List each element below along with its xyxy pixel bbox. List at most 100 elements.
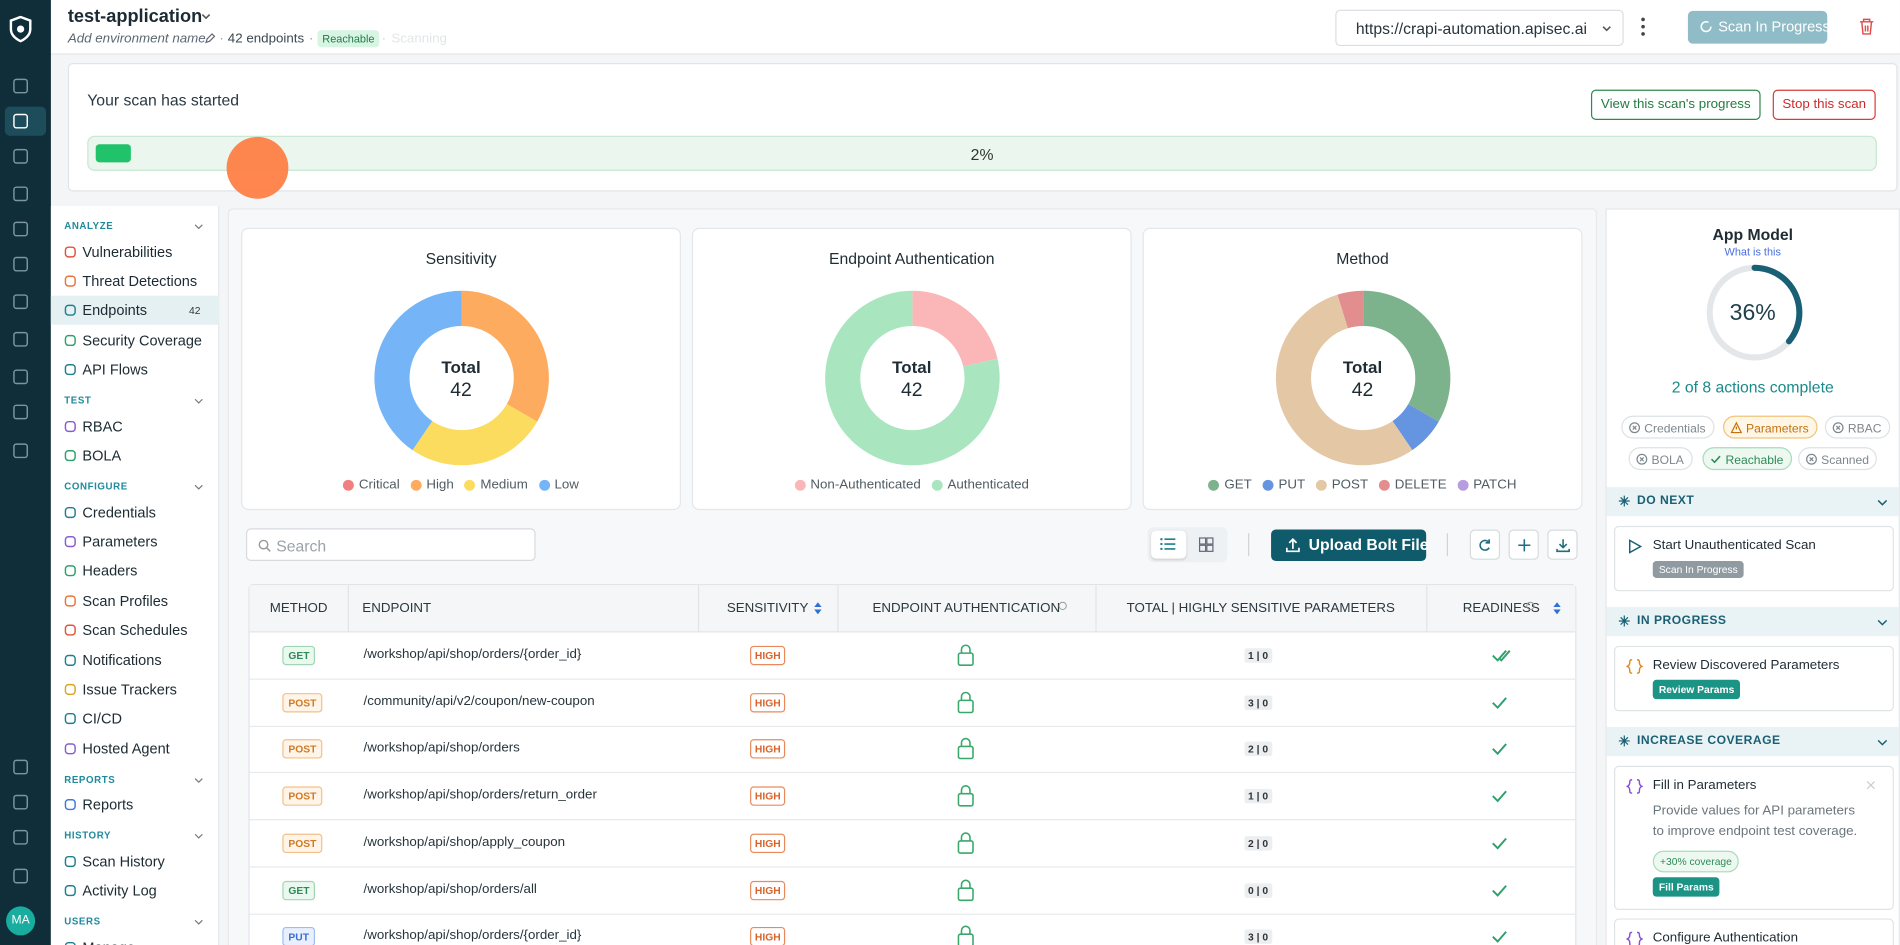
nav-item[interactable]: Reports bbox=[82, 796, 134, 814]
nav-item[interactable]: Vulnerabilities bbox=[82, 242, 173, 260]
icon bbox=[13, 868, 28, 884]
x bbox=[1632, 425, 1637, 430]
action-card[interactable]: Fill in Parameters Provide values for API… bbox=[1613, 765, 1894, 910]
chart-card: Sensitivity Total 42 Critical High Medium Low bbox=[241, 227, 681, 511]
icon bbox=[64, 799, 76, 811]
card-button[interactable]: Review Params bbox=[1652, 679, 1741, 700]
nav-item[interactable]: Threat Detections bbox=[82, 272, 198, 290]
endpoint-path[interactable]: /workshop/api/shop/orders/return_order bbox=[363, 787, 597, 803]
column-header[interactable]: SENSITIVITY bbox=[726, 601, 809, 616]
legend-swatch bbox=[464, 479, 476, 491]
download-button[interactable] bbox=[1547, 529, 1578, 560]
chip-label: Reachable bbox=[1725, 454, 1784, 468]
section-title[interactable]: DO NEXT bbox=[1637, 494, 1695, 508]
upload-button[interactable]: Upload Bolt File bbox=[1271, 529, 1429, 562]
collapse-icon bbox=[1877, 499, 1888, 506]
nav-item[interactable]: Endpoints bbox=[82, 302, 148, 320]
icon bbox=[64, 595, 76, 607]
divider bbox=[1248, 533, 1250, 557]
spinner bbox=[1700, 21, 1712, 33]
card-tag: +30% coverage bbox=[1652, 850, 1740, 873]
nav-item[interactable]: CI/CD bbox=[82, 710, 122, 728]
column-header[interactable]: ENDPOINT AUTHENTICATION bbox=[872, 601, 1061, 616]
nav-item[interactable]: Hosted Agent bbox=[82, 739, 170, 757]
action-card[interactable]: Start Unauthenticated Scan Scan In Progre… bbox=[1613, 525, 1894, 592]
nav-item[interactable]: Activity Log bbox=[82, 882, 157, 900]
nav-item[interactable]: BOLA bbox=[82, 447, 122, 465]
center-total: 42 bbox=[1351, 380, 1374, 402]
chip-icon bbox=[1730, 421, 1743, 434]
nav-item[interactable]: Manage bbox=[82, 939, 135, 945]
item-icon bbox=[64, 535, 76, 548]
scan-button[interactable]: Scan In Progress bbox=[1687, 10, 1830, 44]
env-name[interactable]: Add environment name bbox=[67, 31, 206, 47]
url-select[interactable]: https://crapi-automation.apisec.ai bbox=[1335, 9, 1624, 47]
lock-icon bbox=[957, 691, 974, 713]
gauge-label: 36% bbox=[1729, 300, 1776, 326]
card-title: Configure Authentication bbox=[1652, 930, 1799, 945]
column-header[interactable]: READINESS bbox=[1462, 601, 1540, 616]
icon bbox=[64, 535, 76, 548]
donut-segment bbox=[374, 290, 462, 451]
column-header[interactable]: ENDPOINT bbox=[362, 601, 432, 616]
column-header[interactable]: TOTAL | HIGHLY SENSITIVE PARAMETERS bbox=[1126, 601, 1395, 616]
nav-item[interactable]: Parameters bbox=[82, 533, 158, 550]
rail-icon bbox=[13, 369, 28, 385]
nav-item[interactable]: Headers bbox=[82, 562, 138, 580]
section-title: REPORTS bbox=[64, 773, 116, 785]
icon bbox=[13, 78, 28, 94]
endpoint-path[interactable]: /workshop/api/shop/orders bbox=[363, 740, 520, 756]
card-title: Start Unauthenticated Scan bbox=[1652, 537, 1816, 553]
endpoint-path[interactable]: /workshop/api/shop/orders/{order_id} bbox=[363, 647, 582, 662]
endpoint-path[interactable]: /workshop/api/shop/apply_coupon bbox=[363, 834, 566, 850]
legend-label: GET bbox=[1224, 477, 1252, 492]
nav-item[interactable]: RBAC bbox=[82, 417, 123, 435]
nav-item[interactable]: Notifications bbox=[82, 651, 162, 669]
rail-icon bbox=[13, 256, 28, 272]
nav-item[interactable]: API Flows bbox=[82, 361, 148, 379]
stop-button[interactable]: Stop this scan bbox=[1772, 89, 1876, 120]
action-card[interactable]: Review Discovered Parameters Review Param… bbox=[1613, 645, 1894, 712]
icon bbox=[64, 506, 76, 518]
info-icon bbox=[1058, 601, 1067, 610]
legend-swatch bbox=[410, 479, 422, 491]
legend-swatch bbox=[538, 479, 550, 491]
check bbox=[1492, 837, 1507, 850]
endpoint-path[interactable]: /workshop/api/shop/orders/{order_id} bbox=[363, 928, 582, 943]
legend-item: POST bbox=[1316, 476, 1368, 493]
section-title[interactable]: INCREASE COVERAGE bbox=[1637, 734, 1781, 748]
endpoint-path[interactable]: /community/api/v2/coupon/new-coupon bbox=[363, 693, 595, 709]
dn bbox=[1553, 609, 1561, 615]
item-icon bbox=[64, 506, 76, 518]
action-card[interactable]: Configure Authentication bbox=[1613, 918, 1894, 945]
view-toggle bbox=[1147, 527, 1228, 563]
section-title[interactable]: IN PROGRESS bbox=[1637, 614, 1727, 628]
nav-item[interactable]: Security Coverage bbox=[82, 331, 203, 349]
legend-swatch bbox=[794, 479, 806, 491]
section-icon bbox=[1618, 495, 1630, 507]
nav-item[interactable]: Credentials bbox=[82, 503, 156, 521]
edit-icon bbox=[205, 33, 216, 44]
nav-item[interactable]: Issue Trackers bbox=[82, 680, 177, 698]
check2 bbox=[1499, 650, 1511, 662]
method-badge: POST bbox=[282, 739, 323, 759]
item-icon bbox=[64, 941, 76, 945]
card-badge: Scan In Progress bbox=[1652, 561, 1744, 578]
add-button[interactable] bbox=[1508, 529, 1539, 560]
close-icon bbox=[1866, 781, 1875, 790]
x bbox=[1639, 456, 1645, 462]
refresh-button[interactable] bbox=[1469, 529, 1501, 560]
dot: · bbox=[219, 31, 224, 47]
search-input[interactable]: Search bbox=[245, 528, 536, 562]
card-button[interactable]: Fill Params bbox=[1652, 877, 1720, 897]
endpoint-path[interactable]: /workshop/api/shop/orders/all bbox=[363, 881, 537, 897]
nav-item[interactable]: Scan Schedules bbox=[82, 621, 188, 639]
view-progress-button[interactable]: View this scan's progress bbox=[1590, 89, 1761, 120]
nav-item[interactable]: Scan History bbox=[82, 852, 165, 870]
nav-item[interactable]: Scan Profiles bbox=[82, 592, 169, 610]
column-header[interactable]: METHOD bbox=[269, 601, 328, 616]
col-divider bbox=[697, 585, 700, 633]
sensitivity-badge: HIGH bbox=[750, 927, 786, 945]
app-name[interactable]: test-application bbox=[67, 6, 203, 27]
help-link[interactable]: What is this bbox=[1724, 245, 1781, 259]
